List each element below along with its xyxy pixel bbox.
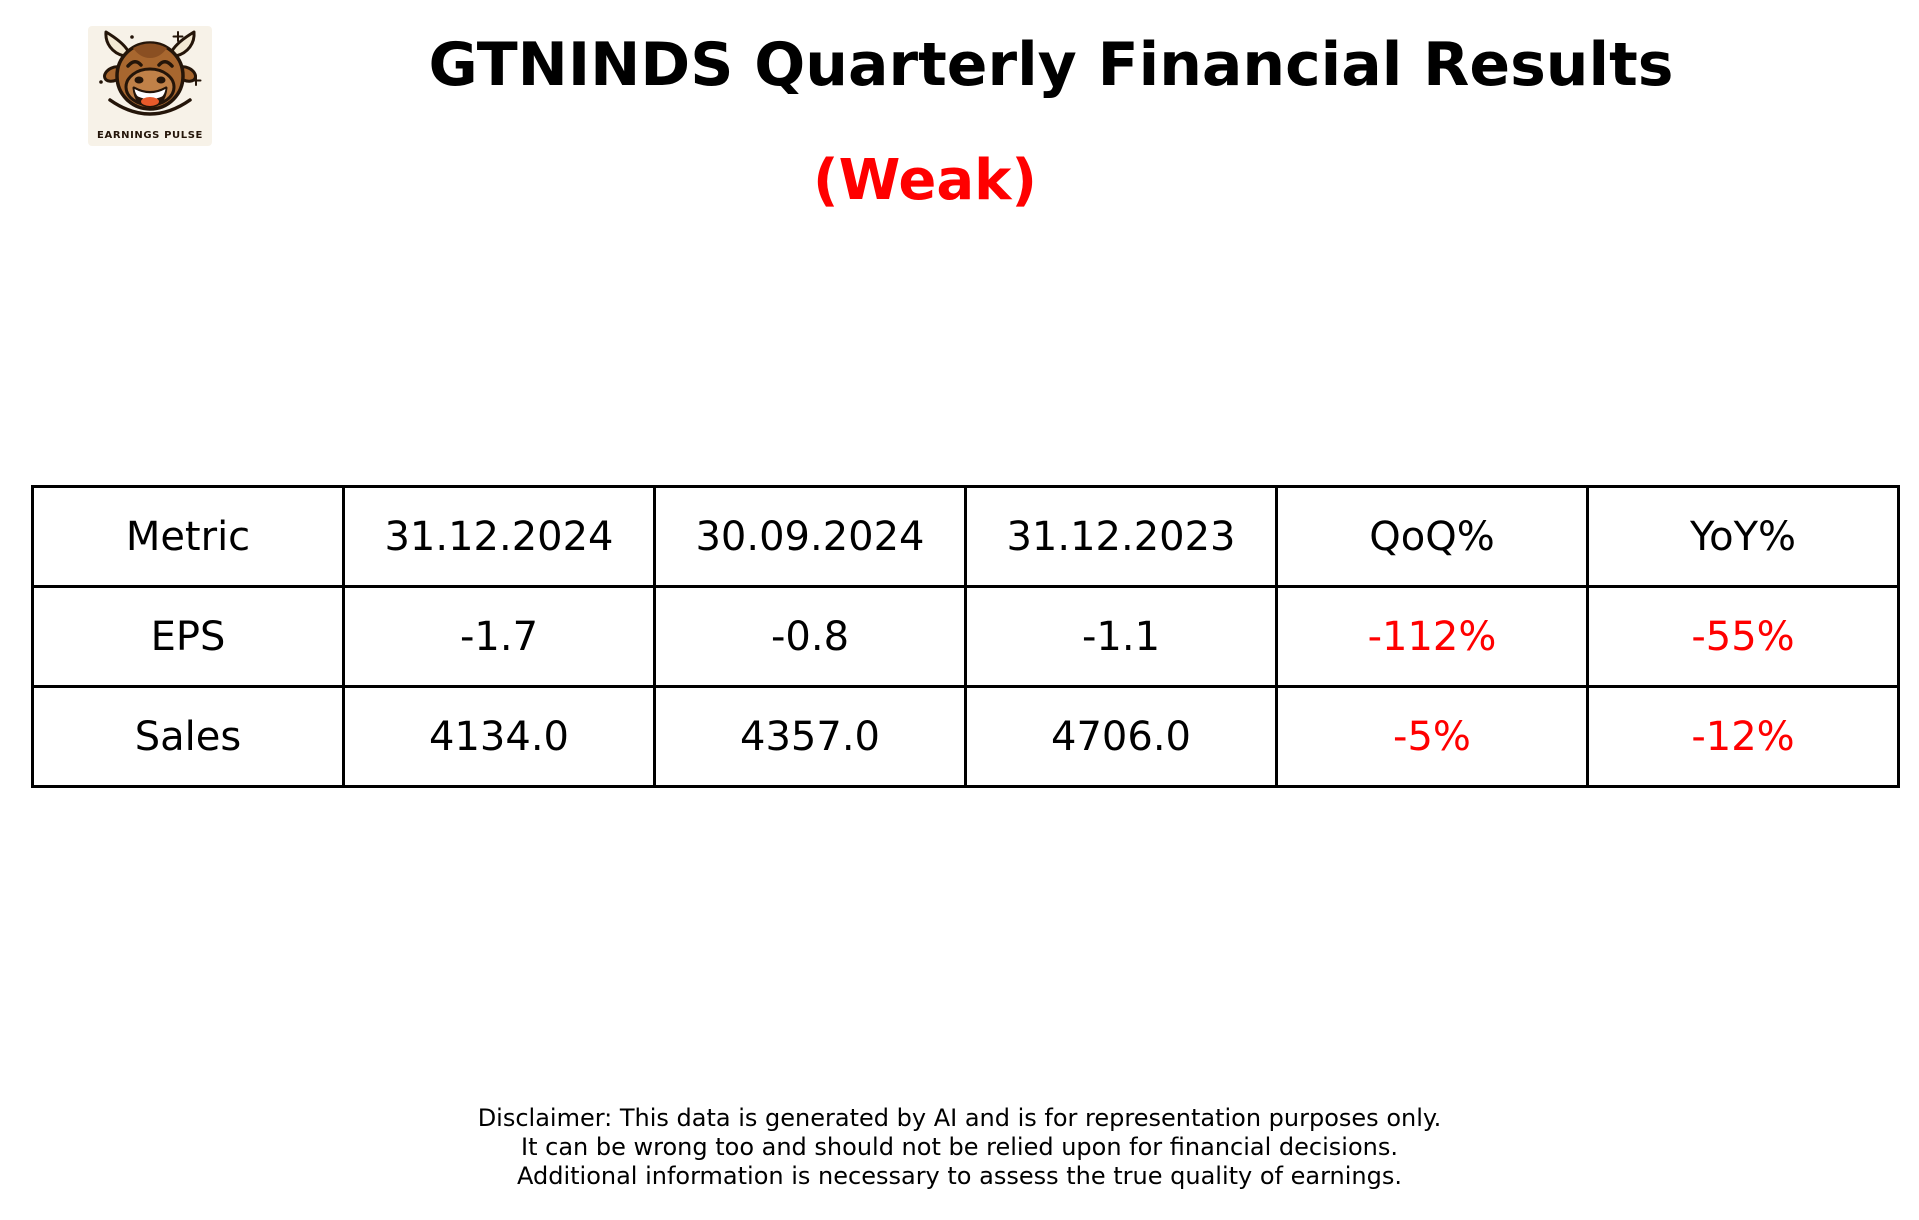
- table-row-sales: Sales 4134.0 4357.0 4706.0 -5% -12%: [31, 685, 1900, 788]
- col-header-q-current: 31.12.2024: [342, 485, 656, 588]
- sales-metric-label: Sales: [31, 685, 345, 788]
- col-header-metric: Metric: [31, 485, 345, 588]
- eps-q-previous: -0.8: [653, 585, 967, 688]
- disclaimer-line-2: It can be wrong too and should not be re…: [521, 1133, 1398, 1161]
- disclaimer-line-1: Disclaimer: This data is generated by AI…: [477, 1104, 1442, 1132]
- financials-table: Metric 31.12.2024 30.09.2024 31.12.2023 …: [31, 485, 1900, 788]
- disclaimer-line-3: Additional information is necessary to a…: [516, 1162, 1402, 1190]
- col-header-yoy: YoY%: [1586, 485, 1900, 588]
- eps-q-yearago: -1.1: [964, 585, 1278, 688]
- sales-q-yearago: 4706.0: [964, 685, 1278, 788]
- col-header-qoq: QoQ%: [1275, 485, 1589, 588]
- laughing-bull-icon: [99, 30, 202, 116]
- disclaimer: Disclaimer: This data is generated by AI…: [0, 1104, 1919, 1191]
- table-header-row: Metric 31.12.2024 30.09.2024 31.12.2023 …: [31, 485, 1900, 588]
- col-header-q-previous: 30.09.2024: [653, 485, 967, 588]
- eps-yoy-percent: -55%: [1586, 585, 1900, 688]
- sales-qoq-percent: -5%: [1275, 685, 1589, 788]
- sales-q-current: 4134.0: [342, 685, 656, 788]
- earnings-pulse-logo: EARNINGS PULSE: [88, 26, 212, 146]
- logo-brand-text: EARNINGS PULSE: [97, 130, 203, 141]
- eps-qoq-percent: -112%: [1275, 585, 1589, 688]
- table-row-eps: EPS -1.7 -0.8 -1.1 -112% -55%: [31, 585, 1900, 688]
- eps-q-current: -1.7: [342, 585, 656, 688]
- sales-yoy-percent: -12%: [1586, 685, 1900, 788]
- verdict-label: (Weak): [813, 148, 1037, 213]
- sales-q-previous: 4357.0: [653, 685, 967, 788]
- eps-metric-label: EPS: [31, 585, 345, 688]
- col-header-q-yearago: 31.12.2023: [964, 485, 1278, 588]
- page-title: GTNINDS Quarterly Financial Results: [428, 30, 1674, 100]
